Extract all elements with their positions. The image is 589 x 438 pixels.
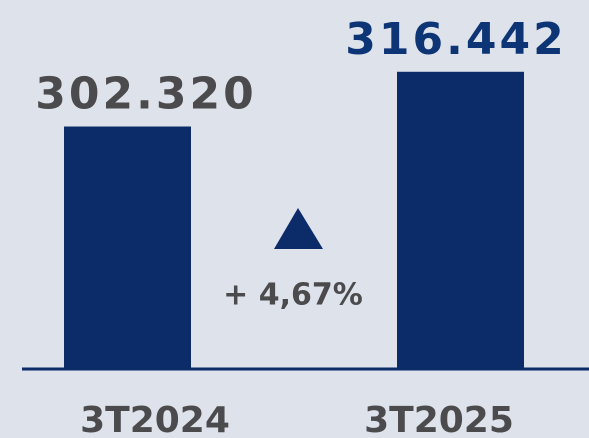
bar bbox=[397, 71, 524, 369]
annotation: + 4,67% bbox=[223, 278, 363, 313]
x-tick-label: 3T2024 bbox=[80, 400, 230, 438]
up-arrow bbox=[274, 208, 323, 249]
value-label: 316.442 bbox=[345, 14, 566, 65]
value-label: 302.320 bbox=[35, 69, 256, 120]
x-tick-label: 3T2025 bbox=[364, 400, 514, 438]
bar bbox=[64, 126, 191, 368]
